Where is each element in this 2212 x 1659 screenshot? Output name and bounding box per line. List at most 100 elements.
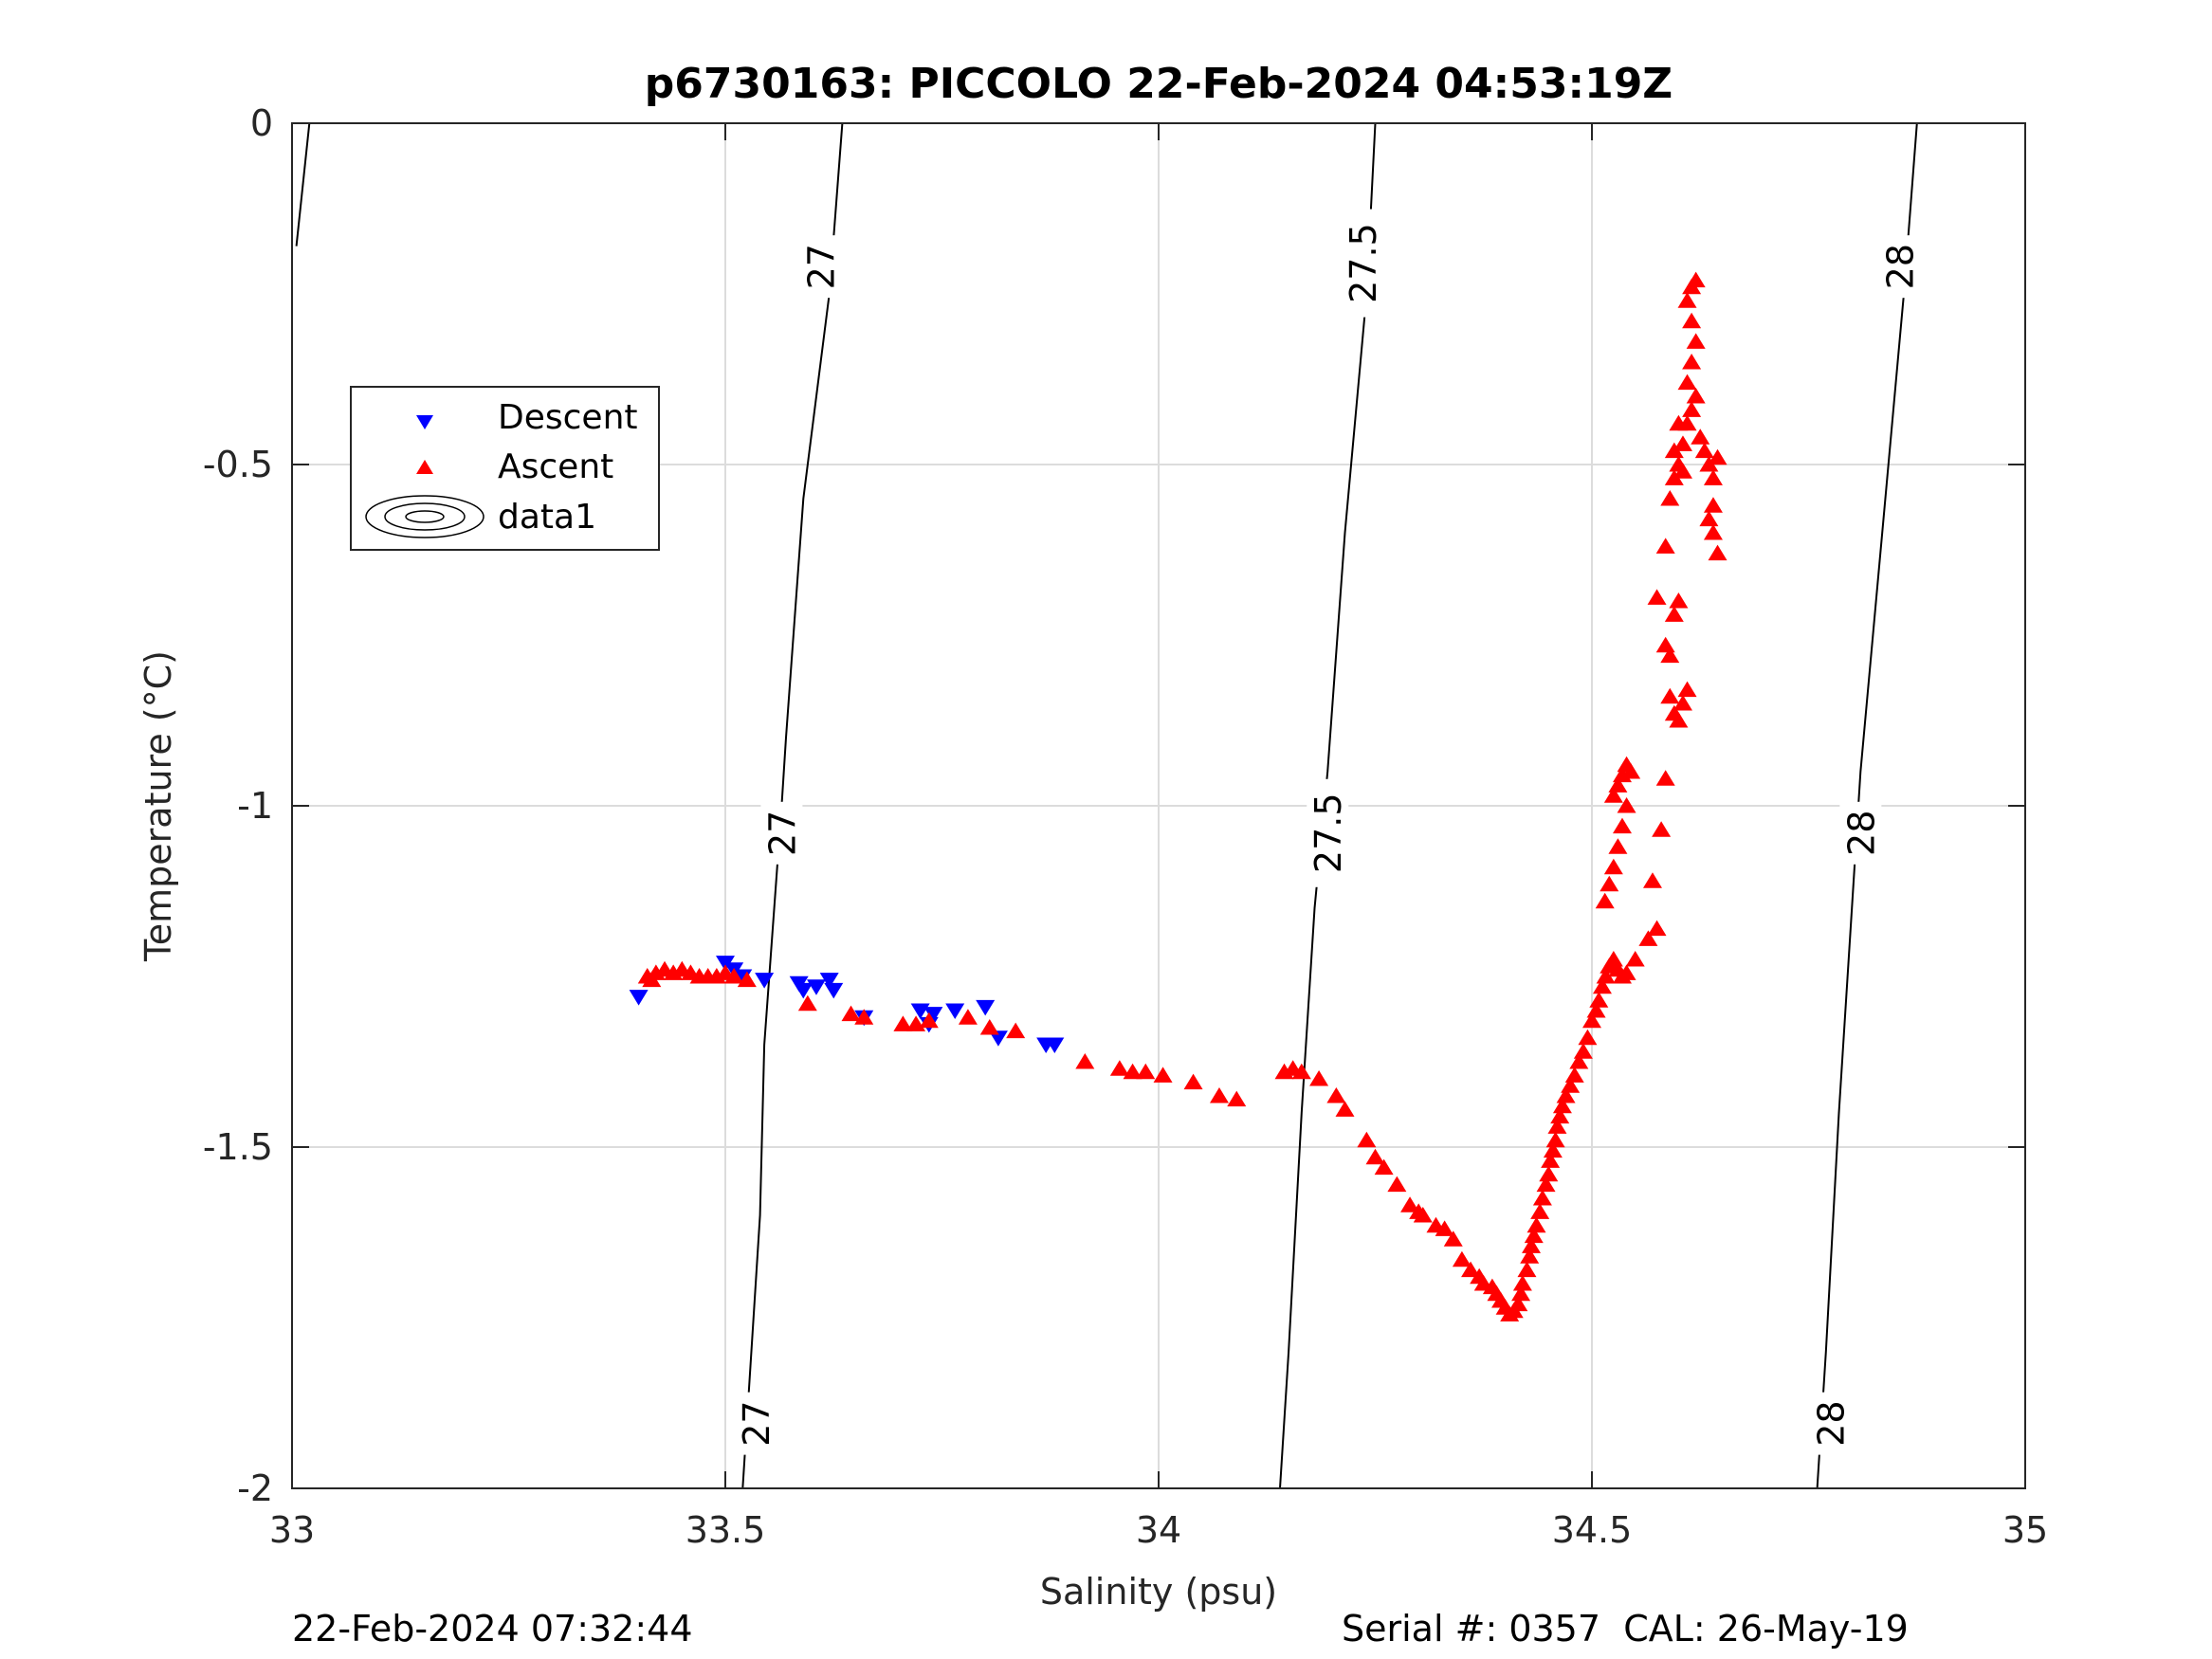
- ascent-point: [1647, 920, 1667, 937]
- ascent-point: [1673, 695, 1692, 711]
- ascent-point: [1664, 442, 1684, 459]
- ascent-point: [1109, 1060, 1129, 1076]
- contour-label: 27: [801, 244, 843, 289]
- ascent-point: [1569, 1053, 1589, 1069]
- ascent-point: [1461, 1261, 1481, 1278]
- density-contours: 27 27 27 27.5 27.5 28 28 28: [295, 122, 1921, 1489]
- contour-label: 27.5: [1307, 793, 1349, 873]
- ascent-point: [1669, 592, 1689, 609]
- ascent-point: [1682, 401, 1702, 417]
- ascent-point: [1413, 1207, 1433, 1223]
- ascent-point: [1227, 1090, 1247, 1107]
- ascent-point: [1517, 1261, 1537, 1278]
- ascent-point: [1703, 497, 1723, 513]
- ascent-point: [1655, 770, 1675, 786]
- ascent-point: [1564, 1066, 1584, 1083]
- contour-label: 27.5: [1343, 223, 1384, 303]
- ascent-point: [1530, 1203, 1550, 1219]
- x-tick-label: 33: [269, 1509, 315, 1551]
- ascent-point: [1400, 1196, 1420, 1212]
- ascent-point: [1524, 1227, 1544, 1244]
- legend-box: [350, 386, 660, 551]
- y-axis-label: Temperature (°C): [137, 650, 179, 962]
- ascent-point: [893, 1015, 913, 1031]
- ascent-point: [1600, 875, 1619, 892]
- x-axis-label: Salinity (psu): [1040, 1571, 1277, 1613]
- y-tick-label: -0.5: [203, 444, 273, 485]
- ascent-point: [724, 968, 744, 984]
- ascent-point: [1669, 414, 1689, 431]
- ascent-point: [1660, 687, 1680, 704]
- legend-ascent-label: Ascent: [498, 447, 613, 486]
- contour-label: 27: [736, 1400, 777, 1446]
- footer-serial-cal: Serial #: 0357 CAL: 26-May-19: [1342, 1608, 1909, 1650]
- ascent-point: [1443, 1231, 1463, 1247]
- ascent-point: [1596, 968, 1616, 984]
- contour-label: 28: [1840, 811, 1882, 856]
- ascent-point: [1595, 892, 1615, 909]
- contour-label-mask: [1809, 1392, 1852, 1455]
- ascent-point: [1183, 1073, 1203, 1090]
- ascent-point: [1452, 1250, 1472, 1267]
- legend-contour-icon: [365, 495, 484, 538]
- legend-contour-label: data1: [498, 498, 596, 537]
- y-tick-label: -2: [237, 1468, 273, 1509]
- ascent-point: [1136, 1063, 1156, 1080]
- ascent-point: [1647, 589, 1667, 605]
- descent-point: [824, 982, 844, 999]
- ascent-point: [1357, 1131, 1377, 1148]
- ascent-point: [979, 1019, 999, 1035]
- ascent-point: [1608, 838, 1628, 854]
- ascent-point: [1365, 1148, 1385, 1165]
- ascent-point: [1655, 538, 1675, 554]
- x-tick-label: 33.5: [686, 1509, 766, 1551]
- ascent-point: [1708, 448, 1728, 465]
- ascent-point: [1673, 463, 1692, 479]
- contour-label-mask: [1341, 209, 1383, 318]
- descent-point: [806, 979, 826, 995]
- ascent-point: [1642, 872, 1662, 888]
- ascent-point: [1608, 776, 1628, 793]
- ascent-point: [1520, 1248, 1540, 1264]
- descent-point: [923, 1007, 943, 1023]
- y-tick-label: -1: [237, 785, 273, 827]
- descent-point: [794, 982, 814, 999]
- x-tick-label: 34.5: [1552, 1509, 1633, 1551]
- ascent-point: [1435, 1220, 1454, 1236]
- ascent-point: [1153, 1066, 1173, 1083]
- x-tick-label: 34: [1136, 1509, 1181, 1551]
- ascent-point: [1522, 1237, 1542, 1253]
- density-contour-line: [295, 122, 311, 246]
- descent-point: [976, 999, 996, 1016]
- ascent-point: [1617, 797, 1636, 813]
- ascent-point: [1532, 1190, 1552, 1206]
- ascent-point: [1708, 544, 1728, 561]
- ascent-point: [1660, 647, 1680, 664]
- ascent-point: [1677, 292, 1697, 308]
- legend-descent-label: Descent: [498, 398, 638, 437]
- descent-point: [819, 973, 839, 989]
- ascent-point: [1335, 1101, 1355, 1117]
- ascent-point: [1686, 388, 1706, 404]
- ascent-point: [919, 1012, 939, 1029]
- ascent-point: [1552, 1097, 1572, 1114]
- ascent-point: [1682, 354, 1702, 370]
- ascent-point: [1582, 1012, 1601, 1029]
- ascent-point: [1512, 1275, 1532, 1291]
- ascent-point: [1550, 1107, 1570, 1124]
- contour-label-mask: [799, 235, 842, 299]
- ascent-point: [1703, 469, 1723, 485]
- contour-label-mask: [734, 1392, 777, 1455]
- ascent-point: [841, 1005, 861, 1022]
- ascent-point: [1209, 1087, 1229, 1103]
- ascent-point: [1511, 1285, 1531, 1302]
- contour-label: 28: [1810, 1400, 1852, 1446]
- y-tick-label: 0: [250, 102, 273, 144]
- ascent-point: [1625, 951, 1645, 967]
- legend-descent-marker: [416, 415, 433, 429]
- legend-ascent-marker: [416, 460, 433, 474]
- chart-title: p6730163: PICCOLO 22-Feb-2024 04:53:19Z: [645, 60, 1673, 108]
- ascent-point: [1589, 992, 1609, 1008]
- ascent-point: [1677, 374, 1697, 391]
- ascent-point: [1677, 681, 1697, 698]
